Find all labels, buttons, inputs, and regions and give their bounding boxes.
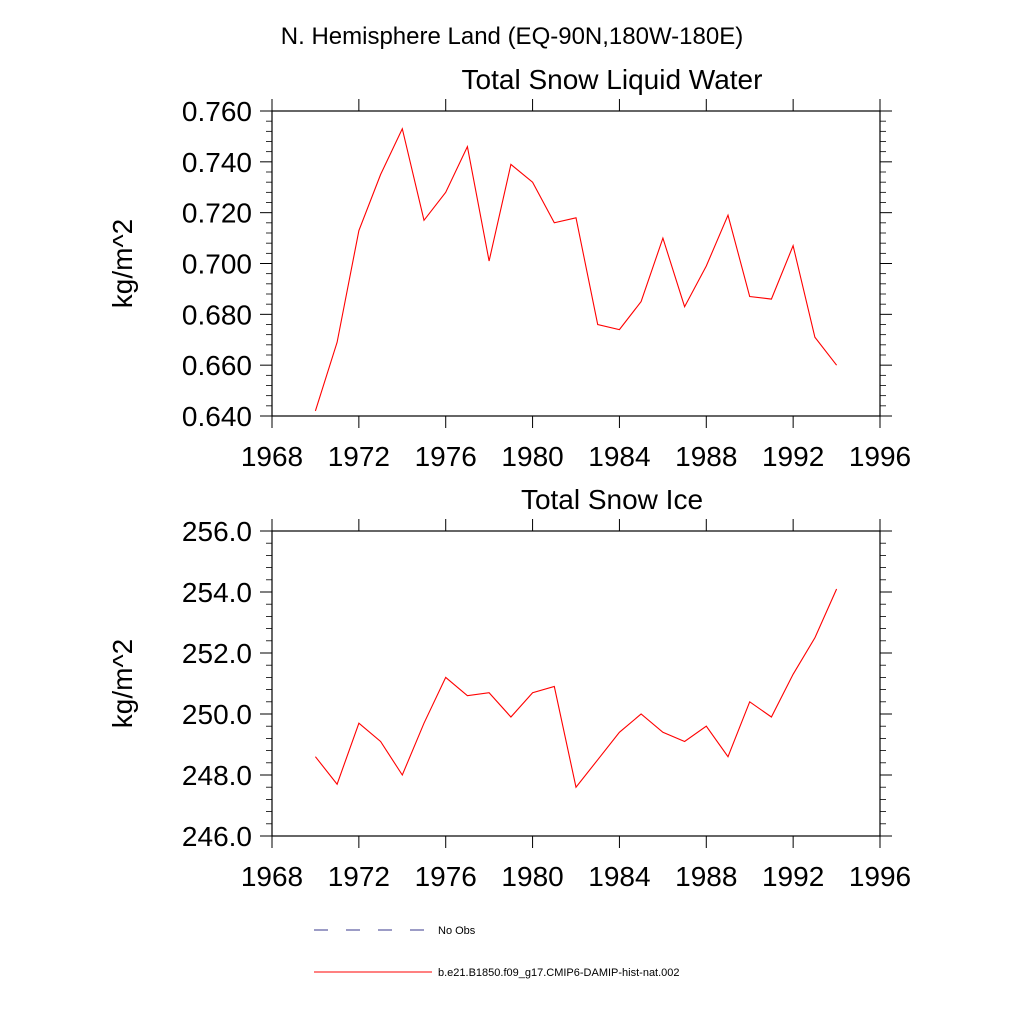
plot-frame [271,530,881,837]
series-line-snow-liquid-water [314,127,838,412]
x-tick-label: 1992 [762,861,824,892]
x-tick-label: 1992 [762,441,824,472]
y-tick-label: 0.720 [182,198,252,229]
y-tick-label: 0.640 [182,401,252,432]
y-tick-label: 0.760 [182,96,252,127]
x-tick-label: 1972 [328,441,390,472]
x-tick-label: 1968 [241,861,303,892]
y-tick-label: 250.0 [182,699,252,730]
figure-title: N. Hemisphere Land (EQ-90N,180W-180E) [281,23,743,50]
panel-title: Total Snow Ice [521,484,703,515]
y-tick-label: 248.0 [182,760,252,791]
y-axis-label: kg/m^2 [107,639,138,728]
x-tick-label: 1988 [675,861,737,892]
chart-panel-snow-ice: Total Snow Ice 1968 1972 1976 1980 1984 1988 19… [107,484,911,892]
series-line-snow-ice [314,588,838,789]
legend-label: No Obs [438,925,476,937]
y-axis-label: kg/m^2 [107,219,138,308]
y-tick-label: 0.740 [182,147,252,178]
y-tick-label: 256.0 [182,516,252,547]
y-tick-label: 0.680 [182,299,252,330]
y-tick-label: 254.0 [182,577,252,608]
legend-label: b.e21.B1850.f09_g17.CMIP6-DAMIP-hist-nat… [438,967,680,979]
x-tick-label: 1984 [588,861,650,892]
x-tick-label: 1996 [849,441,911,472]
x-tick-label: 1996 [849,861,911,892]
x-tick-label: 1976 [415,861,477,892]
y-tick-label: 0.660 [182,350,252,381]
legend: No Obs b.e21.B1850.f09_g17.CMIP6-DAMIP-hi… [314,925,680,979]
x-tick-label: 1968 [241,441,303,472]
panel-title: Total Snow Liquid Water [462,64,763,95]
plot-frame [271,110,881,417]
x-tick-label: 1972 [328,861,390,892]
x-tick-label: 1980 [501,861,563,892]
x-tick-label: 1988 [675,441,737,472]
chart-panel-snow-liquid-water: Total Snow Liquid Water 1968 1972 1976 1980 1… [107,64,911,472]
x-tick-label: 1984 [588,441,650,472]
x-tick-label: 1976 [415,441,477,472]
y-tick-label: 252.0 [182,638,252,669]
x-tick-label: 1980 [501,441,563,472]
y-tick-label: 246.0 [182,821,252,852]
y-tick-label: 0.700 [182,249,252,280]
